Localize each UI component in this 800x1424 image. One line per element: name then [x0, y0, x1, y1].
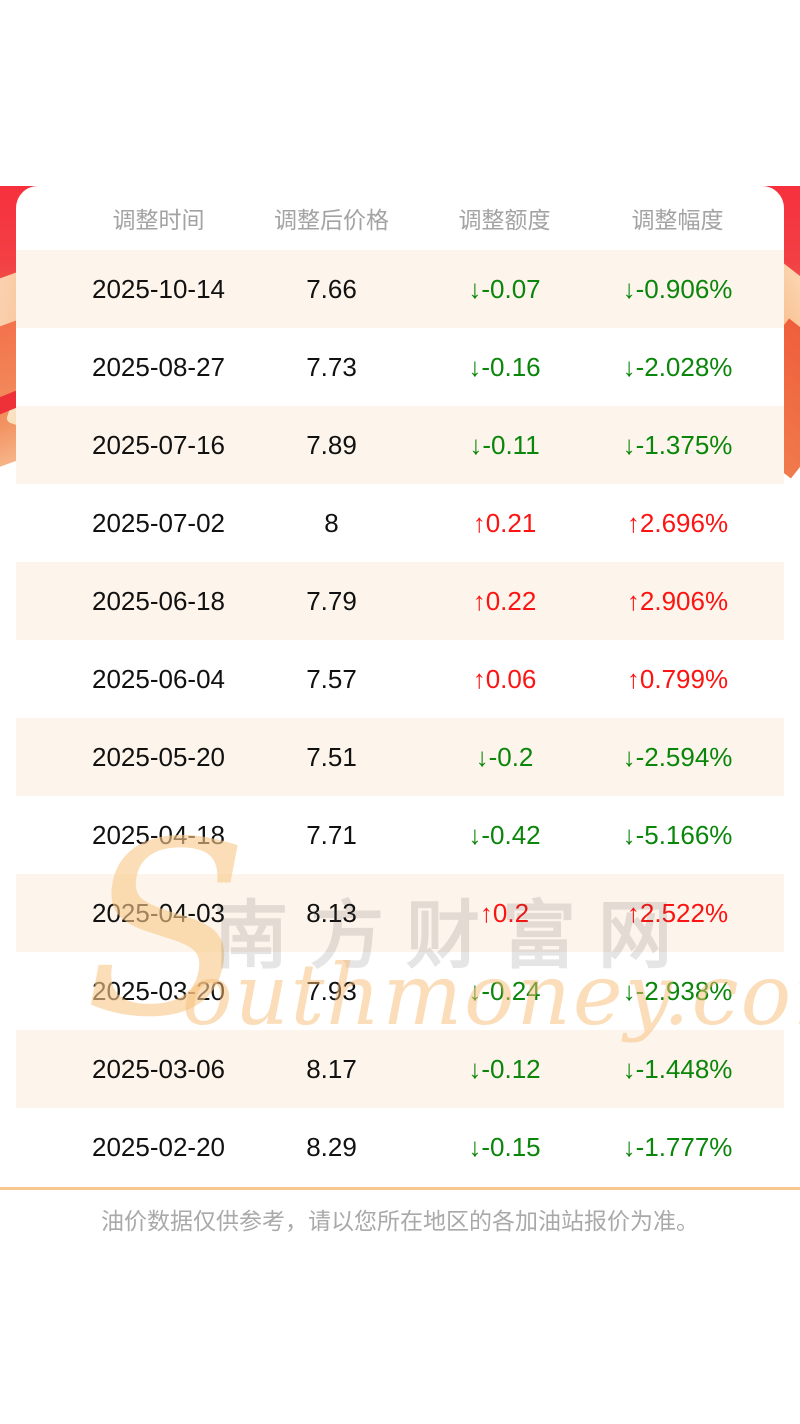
- cell-date: 2025-10-14: [92, 273, 225, 304]
- cell-price: 7.51: [306, 741, 357, 772]
- cell-rate: ↓-1.777%: [622, 1131, 733, 1162]
- column-header-adjust-rate: 调整幅度: [631, 207, 724, 233]
- cell-rate: ↑2.906%: [626, 585, 729, 616]
- cell-date: 2025-05-20: [92, 741, 225, 772]
- cell-rate: ↓-1.375%: [622, 429, 733, 460]
- cell-rate: ↓-1.448%: [622, 1053, 733, 1084]
- column-header-adjust-time: 调整时间: [112, 207, 205, 233]
- cell-change: ↑0.22: [472, 585, 537, 616]
- column-header-adjust-amount: 调整额度: [458, 207, 551, 233]
- table-row: 2025-03-06 8.17 ↓-0.12 ↓-1.448%: [16, 1030, 784, 1108]
- cell-date: 2025-07-16: [92, 429, 225, 460]
- cell-change: ↓-0.2: [475, 741, 534, 772]
- cell-rate: ↑2.696%: [626, 507, 729, 538]
- cell-rate: ↓-5.166%: [622, 819, 733, 850]
- cell-change: ↓-0.11: [469, 429, 540, 460]
- table-row: 2025-06-18 7.79 ↑0.22 ↑2.906%: [16, 562, 784, 640]
- table-body: 2025-10-14 7.66 ↓-0.07 ↓-0.906% 2025-08-27 7.…: [16, 250, 784, 1186]
- table-header-row: 调整时间 调整后价格 调整额度 调整幅度: [16, 186, 784, 250]
- cell-price: 8: [324, 507, 339, 538]
- cell-price: 7.73: [306, 351, 357, 382]
- table-row: 2025-05-20 7.51 ↓-0.2 ↓-2.594%: [16, 718, 784, 796]
- cell-rate: ↓-2.028%: [622, 351, 733, 382]
- cell-date: 2025-03-20: [92, 975, 225, 1006]
- cell-change: ↓-0.24: [468, 975, 541, 1006]
- cell-price: 8.17: [306, 1053, 357, 1084]
- cell-change: ↓-0.16: [468, 351, 541, 382]
- price-table-card: 调整时间 调整后价格 调整额度 调整幅度 2025-10-14 7.66 ↓-0.0…: [16, 186, 784, 1186]
- footer-note: 油价数据仅供参考，请以您所在地区的各加油站报价为准。: [101, 1208, 699, 1234]
- cell-price: 7.57: [306, 663, 357, 694]
- cell-price: 8.29: [306, 1131, 357, 1162]
- cell-change: ↑0.2: [479, 897, 530, 928]
- table-row: 2025-04-03 8.13 ↑0.2 ↑2.522%: [16, 874, 784, 952]
- cell-price: 8.13: [306, 897, 357, 928]
- cell-date: 2025-04-18: [92, 819, 225, 850]
- table-row: 2025-03-20 7.93 ↓-0.24 ↓-2.938%: [16, 952, 784, 1030]
- cell-rate: ↑2.522%: [626, 897, 729, 928]
- table-row: 2025-08-27 7.73 ↓-0.16 ↓-2.028%: [16, 328, 784, 406]
- cell-date: 2025-04-03: [92, 897, 225, 928]
- cell-rate: ↓-2.938%: [622, 975, 733, 1006]
- cell-change: ↓-0.15: [468, 1131, 541, 1162]
- cell-price: 7.93: [306, 975, 357, 1006]
- table-row: 2025-04-18 7.71 ↓-0.42 ↓-5.166%: [16, 796, 784, 874]
- table-row: 2025-07-02 8 ↑0.21 ↑2.696%: [16, 484, 784, 562]
- cell-price: 7.89: [306, 429, 357, 460]
- cell-rate: ↓-2.594%: [622, 741, 733, 772]
- cell-date: 2025-06-18: [92, 585, 225, 616]
- cell-change: ↓-0.07: [468, 273, 541, 304]
- table-row: 2025-07-16 7.89 ↓-0.11 ↓-1.375%: [16, 406, 784, 484]
- table-row: 2025-10-14 7.66 ↓-0.07 ↓-0.906%: [16, 250, 784, 328]
- cell-rate: ↓-0.906%: [622, 273, 733, 304]
- cell-date: 2025-07-02: [92, 507, 225, 538]
- column-header-adjusted-price: 调整后价格: [274, 207, 389, 233]
- cell-change: ↑0.21: [472, 507, 537, 538]
- footer-divider: [0, 1187, 800, 1190]
- cell-date: 2025-02-20: [92, 1131, 225, 1162]
- cell-change: ↑0.06: [472, 663, 537, 694]
- cell-date: 2025-08-27: [92, 351, 225, 382]
- cell-price: 7.66: [306, 273, 357, 304]
- cell-date: 2025-03-06: [92, 1053, 225, 1084]
- cell-change: ↓-0.42: [468, 819, 541, 850]
- cell-change: ↓-0.12: [468, 1053, 541, 1084]
- table-row: 2025-06-04 7.57 ↑0.06 ↑0.799%: [16, 640, 784, 718]
- table-row: 2025-02-20 8.29 ↓-0.15 ↓-1.777%: [16, 1108, 784, 1186]
- cell-date: 2025-06-04: [92, 663, 225, 694]
- cell-price: 7.71: [306, 819, 357, 850]
- cell-price: 7.79: [306, 585, 357, 616]
- cell-rate: ↑0.799%: [626, 663, 729, 694]
